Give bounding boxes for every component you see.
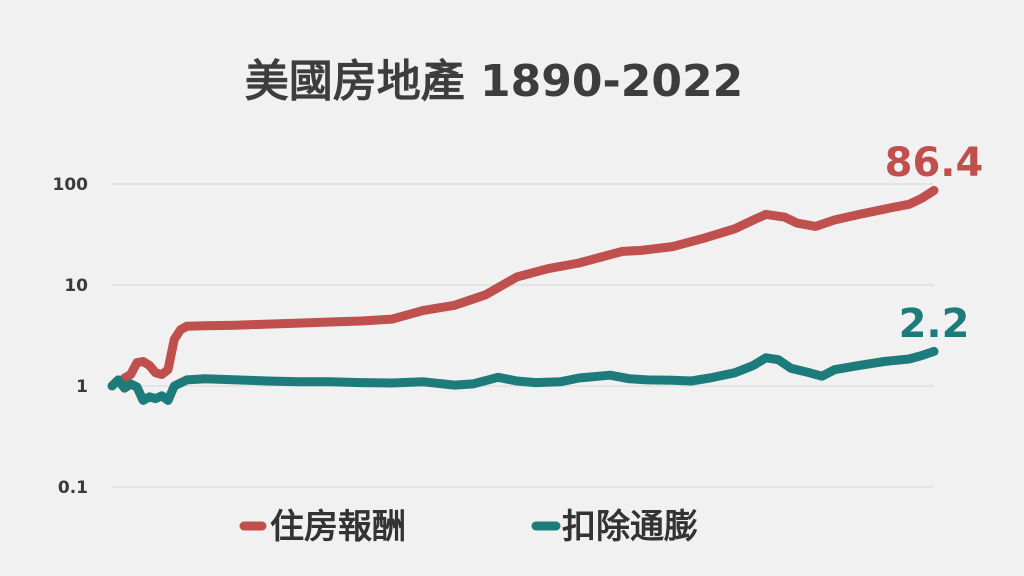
legend-label-inflation-adjusted: 扣除通膨 xyxy=(562,507,698,547)
y-axis-labels: 100 10 1 0.1 xyxy=(53,175,89,498)
y-tick-label-1: 1 xyxy=(76,377,88,397)
end-value-label-inflation-adjusted: 2.2 xyxy=(899,301,970,347)
legend-item-inflation-adjusted: 扣除通膨 xyxy=(531,507,698,547)
y-tick-label-10: 10 xyxy=(64,276,88,296)
legend-label-housing-return: 住房報酬 xyxy=(270,507,406,547)
y-tick-label-100: 100 xyxy=(53,175,89,195)
series-line-housing-return xyxy=(120,185,939,383)
end-value-label-housing-return: 86.4 xyxy=(885,140,984,186)
legend: 住房報酬 扣除通膨 xyxy=(239,507,698,547)
legend-item-housing-return: 住房報酬 xyxy=(239,507,406,547)
chart-title: 美國房地產 1890-2022 xyxy=(245,56,744,107)
y-tick-label-0-1: 0.1 xyxy=(58,478,88,498)
series-line-inflation-adjusted xyxy=(107,346,939,405)
